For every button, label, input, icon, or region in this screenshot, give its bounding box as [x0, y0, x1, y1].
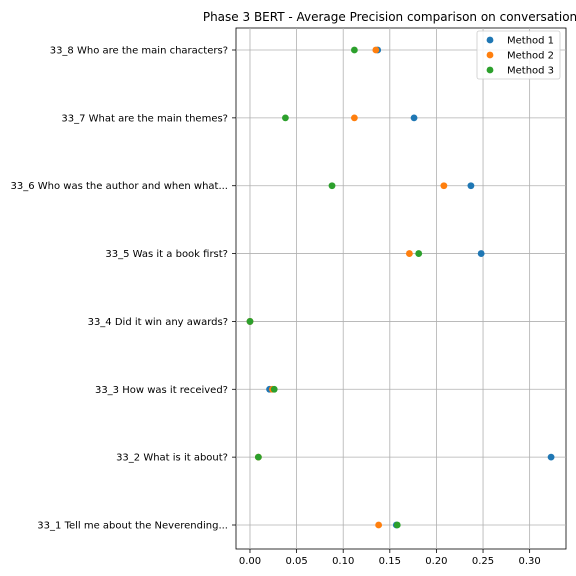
data-point	[270, 385, 278, 393]
series-3	[246, 46, 423, 529]
data-point	[477, 250, 485, 257]
data-point	[547, 453, 555, 461]
y-tick-label: 33_7 What are the main themes?	[61, 113, 228, 124]
x-tick-label: 0.05	[285, 556, 307, 567]
y-tick-label: 33_8 Who are the main characters?	[50, 46, 228, 57]
x-tick-label: 0.30	[519, 556, 541, 567]
x-axis-ticks: 0.00 0.05 0.10 0.15 0.20 0.25 0.30	[239, 549, 541, 567]
x-tick-label: 0.25	[472, 556, 494, 567]
x-tick-label: 0.10	[332, 556, 354, 567]
data-point	[375, 521, 383, 529]
y-tick-label: 33_5 Was it a book first?	[105, 249, 228, 260]
data-point	[282, 114, 289, 122]
grid-lines	[236, 28, 566, 549]
y-tick-label: 33_2 What is it about?	[116, 453, 228, 464]
data-point	[467, 182, 475, 190]
data-point	[246, 318, 254, 325]
data-point	[393, 521, 401, 529]
legend-label: Method 1	[507, 36, 554, 47]
data-point	[410, 114, 418, 122]
legend-box	[476, 30, 561, 80]
data-point	[440, 182, 448, 190]
x-tick-label: 0.15	[379, 556, 401, 567]
data-point	[328, 182, 336, 190]
data-point	[254, 453, 262, 461]
plot-area	[235, 27, 567, 550]
y-tick-label: 33_6 Who was the author and when what...	[11, 181, 229, 192]
y-tick-label: 33_4 Did it win any awards?	[88, 317, 228, 328]
legend-label: Method 3	[507, 66, 554, 77]
y-tick-label: 33_3 How was it received?	[95, 385, 228, 396]
data-point	[415, 250, 423, 257]
legend: Method 1 Method 2 Method 3	[476, 30, 561, 80]
chart-title: Phase 3 BERT - Average Precision compari…	[203, 10, 576, 24]
x-tick-label: 0.00	[239, 556, 261, 567]
legend-marker	[486, 36, 494, 44]
x-tick-label: 0.20	[425, 556, 447, 567]
legend-marker	[486, 66, 494, 74]
legend-marker	[486, 51, 494, 59]
data-point	[350, 46, 358, 54]
data-points	[246, 46, 555, 529]
legend-label: Method 2	[507, 51, 554, 62]
y-axis-ticks: 33_8 Who are the main characters? 33_7 Wh…	[11, 46, 236, 532]
y-tick-label: 33_1 Tell me about the Neverending...	[37, 521, 228, 532]
series-1	[246, 46, 555, 529]
data-point	[350, 114, 358, 122]
data-point	[405, 250, 413, 257]
data-point	[372, 46, 380, 54]
